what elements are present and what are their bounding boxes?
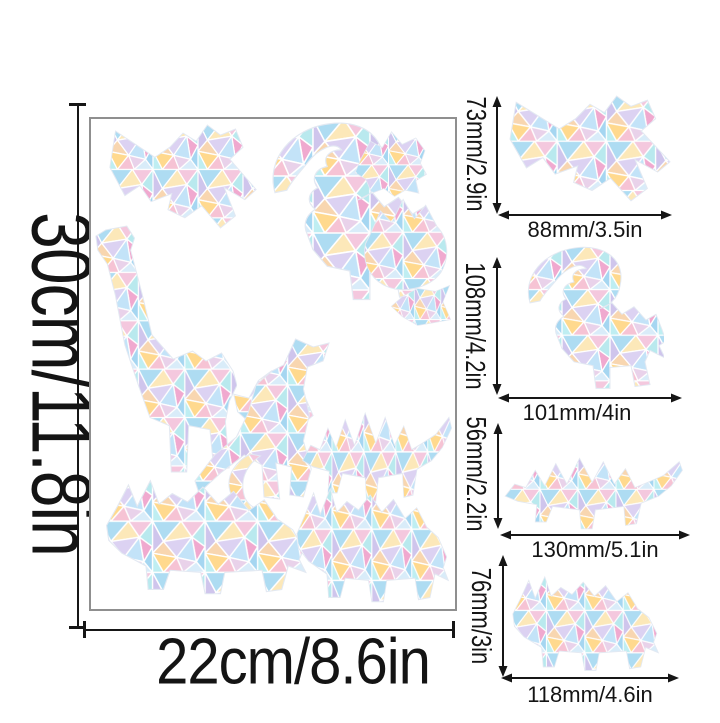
brontosaurus-detail <box>527 246 664 389</box>
stegosaurus-height-label: 56mm/2.2in <box>460 416 493 532</box>
stegosaurus-decal <box>302 412 453 503</box>
sheet-width-dimension-line <box>84 629 455 631</box>
stegosaurus-detail <box>504 457 683 530</box>
stegosaurus-width-label: 130mm/5.1in <box>531 537 659 562</box>
pterodactyl-height-arrow <box>492 96 502 214</box>
pterodactyl-decal <box>109 124 257 229</box>
sheet-width-label-text: 22cm/8.6in <box>156 625 431 698</box>
brontosaurus-width-label: 101mm/4in <box>522 400 632 425</box>
triceratops-decal <box>296 488 449 603</box>
sheet-height-dimension-line <box>77 104 79 628</box>
decal-sheet-art <box>95 122 453 603</box>
dimension-cap <box>69 626 86 629</box>
brontosaurus-height-arrow <box>492 257 502 395</box>
triceratops-height-label: 76mm/3in <box>465 567 498 665</box>
decal-sheet <box>89 117 457 611</box>
brontosaurus-height-label: 108mm/4.2in <box>459 262 492 390</box>
pterodactyl-width-label: 88mm/3.5in <box>527 217 643 242</box>
triceratops-width-arrow <box>501 673 679 683</box>
pterodactyl-width-arrow <box>498 210 672 220</box>
brontosaurus-width-arrow <box>498 393 682 403</box>
triceratops-detail <box>512 576 659 671</box>
pterodactyl-detail <box>509 95 671 202</box>
long-neck-dinosaur-decal <box>95 225 237 473</box>
stegosaurus-height-arrow <box>493 423 503 529</box>
stegosaurus-width-arrow <box>500 530 690 540</box>
dimension-cap <box>69 103 86 106</box>
triceratops-height-arrow <box>498 555 508 677</box>
sheet-width-label: 22cm/8.6in <box>128 629 458 694</box>
dimension-cap <box>452 621 455 638</box>
triceratops-width-label: 118mm/4.6in <box>527 682 653 707</box>
dimension-cap <box>83 621 86 638</box>
pterodactyl-height-label: 73mm/2.9in <box>460 96 493 212</box>
